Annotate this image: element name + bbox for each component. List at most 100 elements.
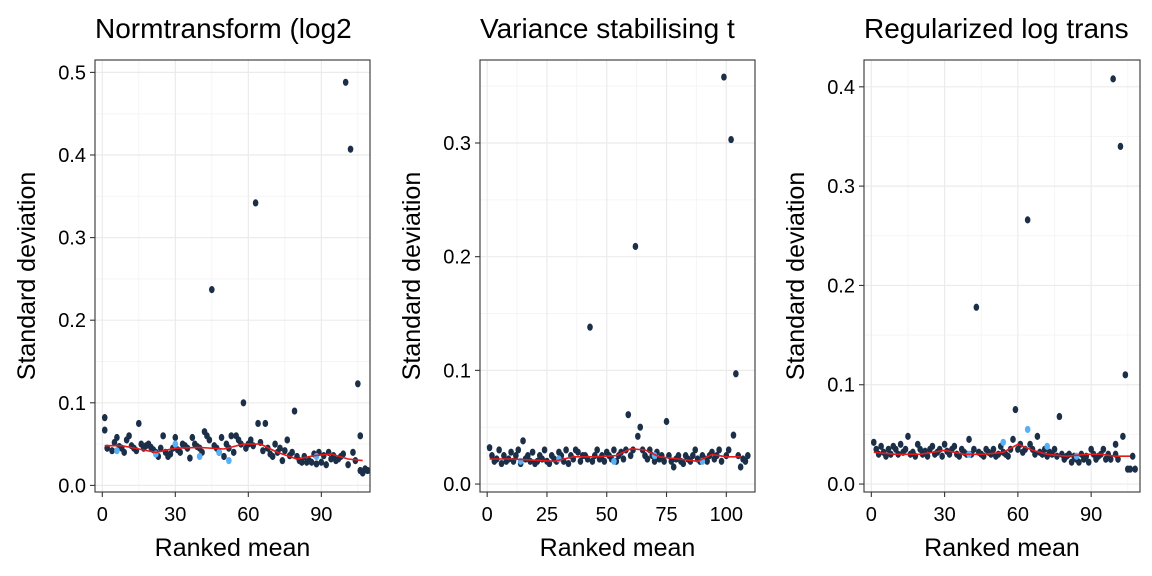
y-axis-title: Standard deviation [398, 172, 426, 380]
data-point-light [1073, 452, 1080, 460]
data-point [1068, 458, 1075, 466]
y-tick-label: 0.5 [58, 62, 86, 84]
data-point [347, 145, 354, 153]
data-point [496, 446, 502, 454]
data-point [1132, 465, 1138, 473]
data-point [340, 450, 347, 458]
data-point [635, 432, 641, 440]
y-tick-label: 0.1 [443, 360, 471, 382]
data-point [577, 457, 584, 465]
y-tick-label: 0.2 [443, 247, 471, 269]
data-point [625, 411, 632, 419]
data-point [745, 452, 751, 460]
data-point [291, 407, 298, 415]
y-tick-label: 0.0 [827, 474, 855, 496]
data-point [627, 452, 634, 460]
data-point [1012, 405, 1019, 414]
data-point [269, 452, 276, 461]
x-tick-label: 90 [310, 504, 332, 526]
data-point [924, 452, 931, 460]
data-point [601, 457, 608, 465]
data-point [279, 457, 286, 465]
data-point [228, 432, 235, 440]
data-point [520, 437, 526, 445]
data-point [1115, 455, 1121, 463]
data-point [313, 460, 320, 468]
data-point [587, 323, 593, 331]
data-point [299, 458, 305, 466]
data-point [742, 457, 749, 465]
data-point [611, 446, 617, 454]
x-axis-title: Ranked mean [155, 534, 311, 562]
x-axis-ticks: 0 30 60 90 [866, 492, 1102, 526]
data-point [704, 457, 710, 465]
data-point [1120, 432, 1126, 440]
data-point [252, 199, 259, 207]
data-point [289, 448, 295, 456]
data-point [670, 463, 677, 471]
data-point [221, 452, 227, 461]
x-tick-label: 75 [655, 504, 677, 526]
data-point [725, 446, 732, 454]
data-point [737, 463, 744, 471]
data-point [515, 446, 522, 454]
data-point-light [1044, 442, 1050, 450]
x-axis-title: Ranked mean [924, 534, 1080, 562]
data-point-light [196, 452, 203, 461]
data-point [730, 431, 737, 439]
data-point [539, 455, 545, 463]
x-tick-label: 60 [1007, 504, 1029, 526]
x-axis-ticks: 0 30 60 90 [97, 492, 332, 526]
panel-border [94, 59, 371, 493]
x-tick-label: 30 [164, 504, 186, 526]
data-point [345, 461, 351, 469]
data-point [951, 442, 958, 450]
data-point [716, 446, 722, 454]
data-point [101, 426, 108, 434]
y-axis-title: Standard deviation [13, 172, 41, 380]
data-point [527, 457, 534, 465]
data-point [599, 452, 605, 460]
data-point [897, 440, 904, 448]
data-point [973, 303, 980, 311]
y-tick-label: 0.0 [58, 475, 86, 497]
data-point [157, 444, 164, 452]
x-tick-label: 100 [710, 504, 743, 526]
data-point [160, 432, 166, 440]
data-point [352, 457, 359, 465]
data-point-light [172, 440, 179, 448]
data-point [990, 445, 997, 453]
data-point-light [1024, 425, 1031, 434]
data-point [644, 455, 651, 463]
data-point [675, 452, 682, 460]
y-tick-label: 0.2 [58, 310, 86, 332]
y-tick-label: 0.3 [827, 176, 855, 198]
data-point [323, 461, 329, 469]
panel-regularized-log: 0 30 60 90 0.0 0.1 0.2 0.3 0.4 Regularized log … [782, 13, 1141, 562]
data-point [277, 444, 283, 452]
data-point [187, 454, 193, 462]
panel-title: Variance stabilising t [480, 13, 735, 44]
plot-background [480, 60, 755, 492]
data-point [594, 446, 600, 454]
data-point-light [114, 447, 120, 455]
data-point [941, 440, 948, 448]
panel-title: Regularized log trans [864, 13, 1129, 44]
data-point [995, 450, 1002, 458]
data-point-light [1000, 438, 1007, 446]
data-point [1112, 440, 1119, 448]
data-point [318, 458, 325, 466]
data-point [902, 445, 909, 453]
data-point [486, 444, 493, 452]
data-point [1127, 465, 1134, 473]
data-point [508, 448, 514, 456]
data-point [661, 457, 667, 465]
data-point [905, 432, 911, 440]
data-point [260, 447, 266, 455]
data-point [575, 448, 581, 456]
data-point [255, 419, 261, 428]
y-tick-label: 0.2 [827, 275, 855, 297]
data-point [189, 433, 196, 442]
y-axis-ticks: 0.0 0.1 0.2 0.3 0.4 [827, 77, 864, 496]
